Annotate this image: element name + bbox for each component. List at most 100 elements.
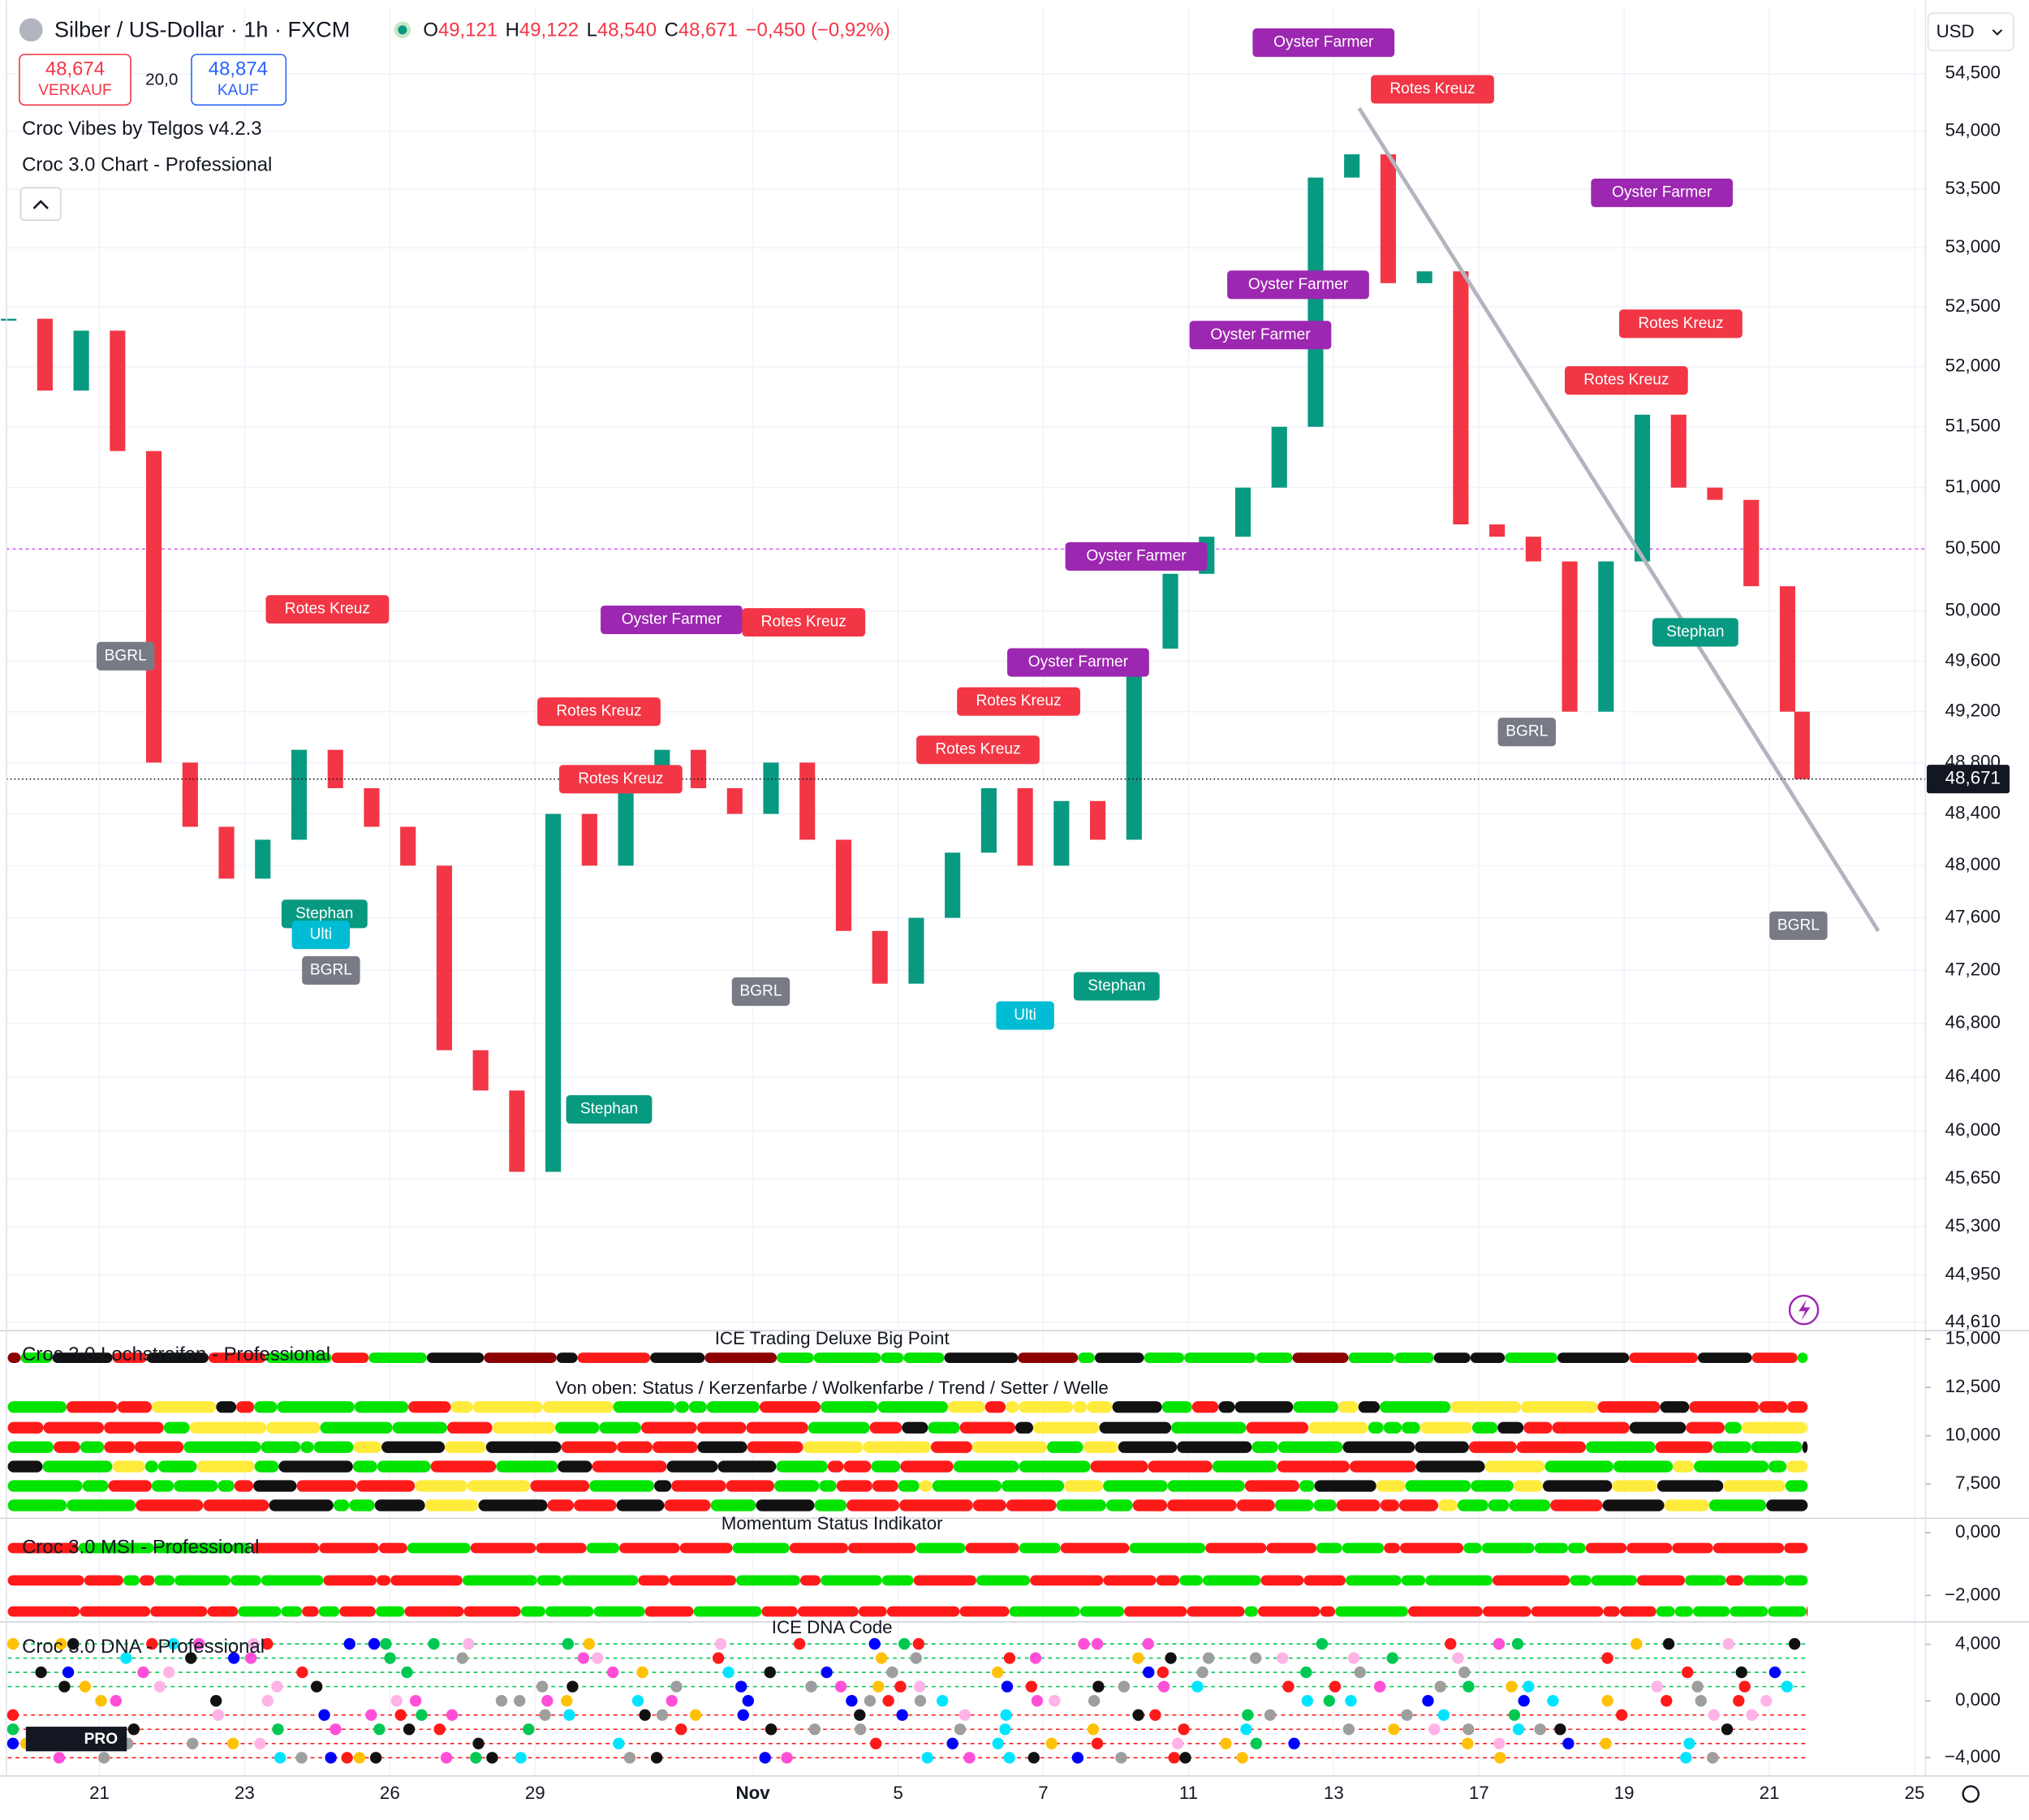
stripe-segment — [881, 1575, 914, 1586]
tv-logo — [25, 1727, 127, 1752]
stripe-segment — [157, 1460, 197, 1473]
y-tick-label: 47,200 — [1945, 959, 2001, 979]
sell-button[interactable] — [19, 54, 131, 106]
dna-dot — [409, 1694, 422, 1707]
stripe-segment — [146, 1352, 209, 1364]
y-tick-label: 53,500 — [1945, 178, 2001, 198]
candle — [37, 318, 53, 391]
stripe-segment — [1484, 1460, 1545, 1473]
annotation-text: Rotes Kreuz — [761, 614, 846, 631]
stripe-segment — [1471, 1480, 1514, 1492]
settings-icon[interactable] — [1962, 1785, 1980, 1803]
stripe-segment — [319, 1542, 379, 1554]
dna-dot — [1132, 1709, 1144, 1721]
stripe-segment — [1346, 1575, 1402, 1586]
stripe-segment — [478, 1499, 548, 1512]
dna-dot — [1288, 1737, 1300, 1749]
stripe-segment — [984, 1401, 1006, 1413]
annotation-label — [1065, 541, 1208, 571]
stripe-segment — [640, 1421, 697, 1434]
pane-caption: Von oben: Status / Kerzenfarbe / Wolkenf… — [556, 1378, 1109, 1398]
stripe-segment — [1006, 1499, 1057, 1512]
stripe-segment — [42, 1460, 113, 1473]
dna-dot — [261, 1694, 274, 1707]
candle — [1126, 649, 1142, 840]
indicator-name[interactable]: Croc Vibes by Telgos v4.2.3 — [22, 118, 261, 140]
stripe-segment — [7, 1401, 67, 1413]
currency[interactable]: USD — [1936, 21, 1975, 41]
stripe-segment — [1316, 1542, 1342, 1554]
stripe-segment — [930, 1441, 972, 1453]
stripe-segment — [1591, 1575, 1637, 1586]
stripe-segment — [1156, 1575, 1180, 1586]
stripe-segment — [819, 1480, 837, 1492]
stripe-segment — [1673, 1460, 1695, 1473]
buy-price[interactable]: 48,874 — [209, 58, 268, 80]
annotation-label — [996, 1001, 1054, 1030]
dna-dot — [1250, 1737, 1263, 1749]
dna-dot — [523, 1723, 535, 1736]
dna-dot — [808, 1723, 821, 1736]
stripe-segment — [377, 1575, 391, 1586]
stripe-segment — [664, 1499, 711, 1512]
stripe-segment — [530, 1480, 590, 1492]
symbol-title[interactable]: Silber / US-Dollar · 1h · FXCM — [54, 17, 350, 42]
stripe-segment — [1557, 1352, 1630, 1364]
y-tick-label: 46,800 — [1945, 1012, 2001, 1033]
candle — [73, 330, 89, 391]
annotation-text: Oyster Farmer — [1210, 326, 1311, 343]
stripe-segment — [151, 1401, 217, 1413]
y-tick-label: 45,650 — [1945, 1167, 2001, 1188]
stripe-segment — [1342, 1542, 1385, 1554]
symbol-icon[interactable] — [19, 18, 43, 42]
stripe-segment — [463, 1606, 521, 1617]
collapse-button[interactable] — [19, 187, 62, 221]
buy-button[interactable] — [191, 54, 287, 106]
stripe-segment — [589, 1480, 654, 1492]
dna-dot — [325, 1752, 337, 1764]
dna-dot — [1202, 1652, 1215, 1664]
y-tick-label: 48,400 — [1945, 803, 2001, 823]
sell-label[interactable]: VERKAUF — [38, 82, 111, 99]
dna-dot — [868, 1637, 881, 1650]
candle — [1053, 800, 1070, 866]
stripe-segment — [218, 1480, 235, 1492]
dna-dot — [793, 1637, 806, 1650]
stripe-segment — [900, 1460, 954, 1473]
candle — [872, 930, 888, 984]
stripe-segment — [313, 1441, 354, 1453]
dna-dot — [1115, 1752, 1127, 1764]
stripe-segment — [1544, 1460, 1613, 1473]
stripe-segment — [163, 1421, 190, 1434]
dna-dot — [1045, 1737, 1058, 1749]
buy-label[interactable]: KAUF — [218, 82, 259, 99]
dna-dot — [428, 1637, 440, 1650]
dna-dot — [162, 1666, 175, 1679]
dna-dot — [35, 1666, 47, 1679]
lightning-icon[interactable] — [1788, 1294, 1820, 1326]
dna-dot — [992, 1666, 1004, 1679]
dna-dot — [244, 1652, 257, 1664]
stripe-segment — [1202, 1575, 1261, 1586]
dna-dot — [1087, 1723, 1100, 1736]
stripe-segment — [183, 1441, 261, 1453]
stripe-segment — [296, 1480, 357, 1492]
open-label: O — [423, 19, 438, 41]
close-label: C — [665, 19, 678, 41]
dna-dot — [1316, 1637, 1329, 1650]
currency-button[interactable] — [1927, 12, 2014, 52]
stripe-segment — [1723, 1480, 1786, 1492]
stripe-segment — [1619, 1606, 1656, 1617]
dna-dot — [1523, 1680, 1535, 1693]
stripe-segment — [78, 1542, 154, 1554]
candle — [581, 813, 597, 866]
sell-price[interactable]: 48,674 — [45, 58, 105, 80]
indicator-name[interactable]: Croc 3.0 Chart - Professional — [22, 154, 272, 176]
symbol[interactable]: Silber / US-Dollar · 1h · FXCM — [54, 17, 350, 42]
dna-dot — [1168, 1752, 1180, 1764]
y-tick-label: 10,000 — [1945, 1425, 2001, 1445]
dna-dot — [1157, 1666, 1170, 1679]
stripe-segment — [1602, 1499, 1665, 1512]
y-tick-label: 12,500 — [1945, 1376, 2001, 1396]
stripe-segment — [650, 1352, 705, 1364]
